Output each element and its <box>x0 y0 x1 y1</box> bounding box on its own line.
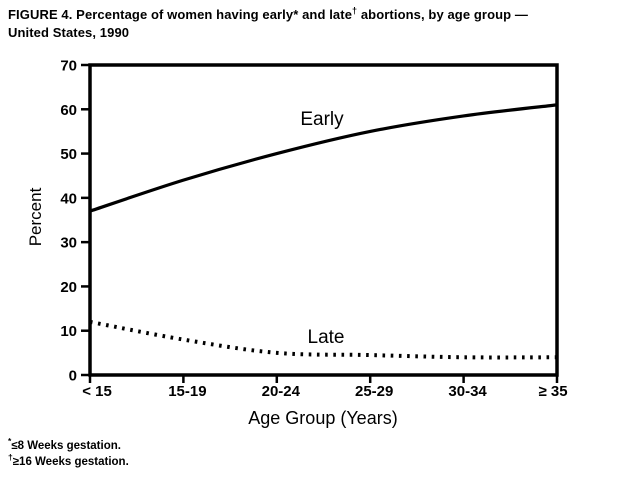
series-line-early <box>89 103 558 213</box>
figure-footnotes: *≤8 Weeks gestation. †≥16 Weeks gestatio… <box>8 436 129 471</box>
series-label-early: Early <box>300 109 344 130</box>
y-axis-label: Percent <box>26 187 45 246</box>
dagger-superscript: † <box>352 5 358 16</box>
y-tick-labels: 0 10 20 30 40 50 60 70 <box>60 58 77 385</box>
x-tick-label: 30-34 <box>448 383 487 400</box>
footnote-early: *≤8 Weeks gestation. <box>8 436 129 455</box>
y-tick-label: 0 <box>69 368 77 385</box>
y-tick-label: 20 <box>60 279 77 296</box>
series-label-late: Late <box>308 327 345 348</box>
y-tick-label: 10 <box>60 323 77 340</box>
series-lines <box>89 103 558 360</box>
plot-frame <box>88 63 559 377</box>
y-tick-label: 30 <box>60 235 77 252</box>
series-line-late <box>89 319 558 360</box>
footnote-late: †≥16 Weeks gestation. <box>8 451 129 471</box>
dagger-superscript: † <box>8 451 13 462</box>
y-tick-label: 40 <box>60 190 77 207</box>
asterisk-superscript: * <box>8 436 12 447</box>
x-axis-label: Age Group (Years) <box>248 408 397 428</box>
x-tick-labels: < 15 15-19 20-24 25-29 30-34 ≥ 35 <box>82 383 567 400</box>
y-tick-label: 70 <box>60 58 77 75</box>
y-tick-label: 60 <box>60 102 77 119</box>
x-tick-label: 15-19 <box>168 383 206 400</box>
x-tick-label: ≥ 35 <box>538 383 567 400</box>
footnote-early-text: ≤8 Weeks gestation. <box>11 440 121 452</box>
x-tick-label: 25-29 <box>355 383 393 400</box>
figure-title: FIGURE 4. Percentage of women having ear… <box>8 6 620 43</box>
x-tick-label: < 15 <box>82 383 112 400</box>
y-tick-label: 50 <box>60 146 77 163</box>
x-tick-label: 20-24 <box>262 383 301 400</box>
figure-title-suffix: abortions, by age group — <box>357 7 529 22</box>
axis-ticks <box>81 63 559 383</box>
footnote-late-text: ≥16 Weeks gestation. <box>12 455 129 468</box>
figure-title-line2: United States, 1990 <box>8 25 130 41</box>
figure-title-text: FIGURE 4. Percentage of women having ear… <box>8 7 353 22</box>
